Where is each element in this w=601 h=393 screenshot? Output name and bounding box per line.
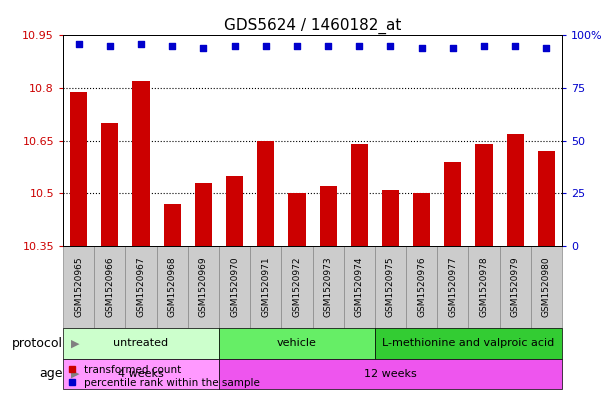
Bar — [219, 359, 562, 389]
Bar — [351, 144, 368, 246]
Bar — [475, 144, 493, 246]
Text: vehicle: vehicle — [277, 338, 317, 348]
Bar — [320, 186, 337, 246]
Bar — [468, 246, 499, 328]
Text: GSM1520965: GSM1520965 — [74, 256, 83, 317]
Bar — [413, 193, 430, 246]
Bar — [438, 246, 468, 328]
Bar — [219, 328, 375, 359]
Bar — [375, 246, 406, 328]
Bar — [406, 246, 438, 328]
Text: ▶: ▶ — [72, 338, 80, 348]
Bar — [102, 123, 118, 246]
Bar — [257, 141, 274, 246]
Bar — [63, 359, 219, 389]
Point — [168, 43, 177, 49]
Text: GSM1520973: GSM1520973 — [323, 256, 332, 317]
Title: GDS5624 / 1460182_at: GDS5624 / 1460182_at — [224, 18, 401, 34]
Bar — [195, 183, 212, 246]
Point — [510, 43, 520, 49]
Bar — [188, 246, 219, 328]
Bar — [250, 246, 281, 328]
Bar — [226, 176, 243, 246]
Point — [542, 45, 551, 51]
Text: GSM1520979: GSM1520979 — [511, 256, 520, 317]
Bar — [219, 246, 250, 328]
Bar — [375, 328, 562, 359]
Bar — [507, 134, 523, 246]
Legend: transformed count, percentile rank within the sample: transformed count, percentile rank withi… — [69, 365, 260, 388]
Bar — [94, 246, 126, 328]
Text: GSM1520972: GSM1520972 — [293, 256, 302, 316]
Point — [74, 40, 84, 47]
Text: GSM1520975: GSM1520975 — [386, 256, 395, 317]
Text: untreated: untreated — [114, 338, 169, 348]
Point — [448, 45, 457, 51]
Bar — [531, 246, 562, 328]
Bar — [538, 151, 555, 246]
Point — [198, 45, 208, 51]
Bar — [288, 193, 305, 246]
Text: GSM1520969: GSM1520969 — [199, 256, 208, 317]
Bar — [444, 162, 462, 246]
Text: GSM1520967: GSM1520967 — [136, 256, 145, 317]
Point — [105, 43, 115, 49]
Bar — [281, 246, 313, 328]
Point — [479, 43, 489, 49]
Bar — [499, 246, 531, 328]
Text: GSM1520977: GSM1520977 — [448, 256, 457, 317]
Point — [386, 43, 395, 49]
Bar — [382, 190, 399, 246]
Point — [261, 43, 270, 49]
Bar — [132, 81, 150, 246]
Text: 4 weeks: 4 weeks — [118, 369, 164, 379]
Text: GSM1520970: GSM1520970 — [230, 256, 239, 317]
Bar — [63, 328, 219, 359]
Text: L-methionine and valproic acid: L-methionine and valproic acid — [382, 338, 555, 348]
Text: age: age — [40, 367, 63, 380]
Bar — [70, 92, 87, 246]
Text: GSM1520976: GSM1520976 — [417, 256, 426, 317]
Bar — [163, 204, 181, 246]
Bar — [126, 246, 157, 328]
Point — [355, 43, 364, 49]
Text: GSM1520971: GSM1520971 — [261, 256, 270, 317]
Text: GSM1520966: GSM1520966 — [105, 256, 114, 317]
Point — [136, 40, 146, 47]
Text: GSM1520980: GSM1520980 — [542, 256, 551, 317]
Bar — [157, 246, 188, 328]
Bar — [63, 246, 94, 328]
Text: GSM1520978: GSM1520978 — [480, 256, 489, 317]
Bar — [313, 246, 344, 328]
Text: GSM1520974: GSM1520974 — [355, 256, 364, 316]
Point — [292, 43, 302, 49]
Point — [417, 45, 427, 51]
Point — [230, 43, 239, 49]
Bar — [344, 246, 375, 328]
Text: ▶: ▶ — [72, 369, 80, 379]
Text: 12 weeks: 12 weeks — [364, 369, 417, 379]
Point — [323, 43, 333, 49]
Text: protocol: protocol — [12, 337, 63, 350]
Text: GSM1520968: GSM1520968 — [168, 256, 177, 317]
